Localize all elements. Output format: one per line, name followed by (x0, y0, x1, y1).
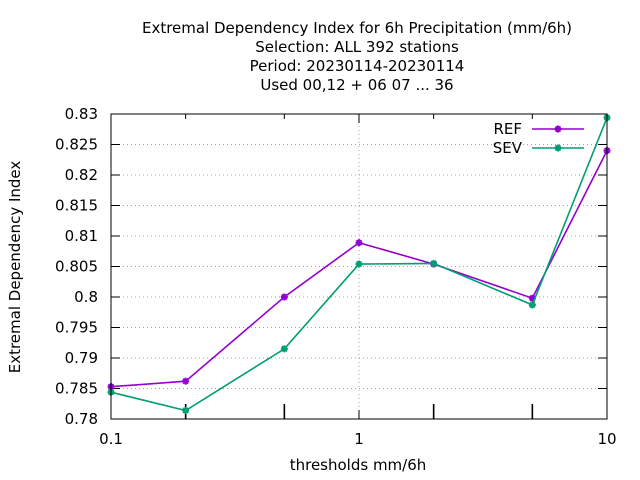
title-line-4: Used 00,12 + 06 07 ... 36 (260, 76, 453, 94)
data-point-sev (280, 345, 288, 353)
y-tick-label: 0.815 (55, 197, 98, 215)
y-tick-label: 0.79 (65, 349, 98, 367)
legend-marker-sev (554, 144, 562, 152)
title-line-2: Selection: ALL 392 stations (255, 38, 459, 56)
title-line-3: Period: 20230114-20230114 (250, 57, 465, 75)
x-tick-label: 1 (354, 430, 364, 448)
legend-marker-ref (554, 125, 562, 133)
data-point-sev (430, 259, 438, 267)
title-line-1: Extremal Dependency Index for 6h Precipi… (142, 19, 572, 37)
y-tick-label: 0.83 (65, 105, 98, 123)
data-point-ref (280, 293, 288, 301)
y-tick-label: 0.805 (55, 258, 98, 276)
x-axis-label: thresholds mm/6h (290, 456, 427, 474)
series-lines (107, 114, 611, 414)
chart-title: Extremal Dependency Index for 6h Precipi… (142, 19, 572, 94)
y-axis-label: Extremal Dependency Index (6, 161, 24, 374)
data-point-sev (182, 406, 190, 414)
data-point-sev (355, 260, 363, 268)
y-tick-label: 0.795 (55, 319, 98, 337)
x-tick-label: 10 (597, 430, 616, 448)
data-point-sev (528, 301, 536, 309)
data-point-ref (355, 239, 363, 247)
x-tick-label: 0.1 (99, 430, 123, 448)
plot-border (110, 113, 608, 420)
y-tick-label: 0.78 (65, 410, 98, 428)
legend-label-ref: REF (493, 120, 522, 138)
y-tick-label: 0.785 (55, 380, 98, 398)
y-tick-label: 0.825 (55, 136, 98, 154)
y-tick-label: 0.82 (65, 166, 98, 184)
legend-label-sev: SEV (493, 139, 523, 157)
data-point-ref (182, 377, 190, 385)
y-tick-label: 0.81 (65, 227, 98, 245)
tick-labels: 0.78 0.785 0.79 0.795 0.8 0.805 0.81 0.815 0.82 0… (55, 105, 617, 448)
y-tick-label: 0.8 (74, 288, 98, 306)
